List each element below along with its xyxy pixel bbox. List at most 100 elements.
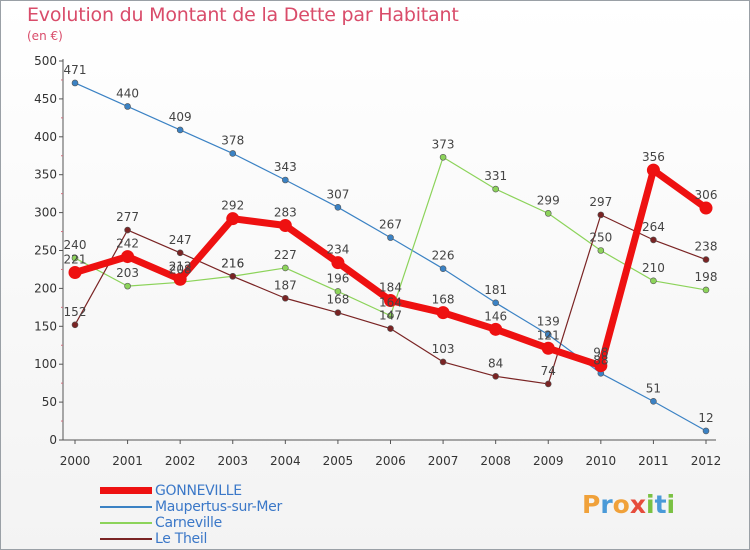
data-point-maupertus-sur-mer [702,427,710,435]
data-label-maupertus-sur-mer: 471 [64,63,87,77]
data-point-gonneville [699,201,713,215]
legend-label: Le Theil [155,531,208,547]
data-label-gonneville: 242 [116,237,139,251]
data-point-maupertus-sur-mer [176,126,184,134]
data-point-carneville [387,312,394,319]
data-label-gonneville: 221 [64,252,87,266]
legend-swatch [100,487,152,494]
brand-logo-letter: i [666,490,676,519]
y-tick-label: 350 [34,168,57,182]
data-point-maupertus-sur-mer [387,234,394,241]
data-point-gonneville [173,272,187,286]
data-point-maupertus-sur-mer [282,176,289,184]
data-label-le-theil: 84 [488,356,503,370]
x-tick-label: 2001 [112,454,143,468]
data-label-maupertus-sur-mer: 409 [169,110,192,124]
data-point-gonneville [594,359,608,373]
x-tick-label: 2007 [428,454,459,468]
brand-logo-letter: r [600,490,613,519]
data-label-le-theil: 103 [432,342,455,356]
data-label-maupertus-sur-mer: 51 [646,381,661,395]
data-point-le-theil [387,325,394,332]
x-tick-label: 2006 [375,454,406,468]
data-point-le-theil [176,249,184,257]
data-point-carneville [71,254,79,262]
data-point-carneville [334,288,342,295]
data-point-carneville [282,264,289,272]
data-label-maupertus-sur-mer: 12 [698,411,713,425]
data-label-le-theil: 247 [169,233,192,247]
data-label-carneville: 164 [379,296,402,310]
data-label-maupertus-sur-mer: 88 [593,353,608,367]
data-point-maupertus-sur-mer [71,79,79,87]
data-label-gonneville: 98 [593,346,608,360]
y-tick-label: 50 [42,395,57,409]
data-point-gonneville [331,256,345,270]
brand-logo-letter: t [654,490,667,519]
data-point-gonneville [436,306,450,320]
data-point-gonneville [278,218,292,232]
data-label-gonneville: 168 [432,293,455,307]
x-tick-label: 2009 [533,454,564,468]
x-tick-label: 2012 [691,454,722,468]
brand-logo-letter: P [582,490,601,519]
y-tick-label: 150 [34,319,57,333]
legend-swatch [100,506,152,508]
data-label-maupertus-sur-mer: 343 [274,160,297,174]
x-tick-label: 2000 [60,454,91,468]
data-label-carneville: 203 [116,266,139,280]
brand-logo-letter: i [646,490,655,519]
brand-logo: Proxiti [582,490,675,519]
x-tick-label: 2005 [323,454,354,468]
data-label-carneville: 373 [432,137,455,151]
data-point-carneville [544,210,552,217]
data-point-le-theil [597,211,605,219]
chart-axes: 0 50 100 150 200 250 300 350 400 450 500 2000 2001 20… [34,54,721,468]
data-label-le-theil: 147 [379,309,402,323]
data-label-carneville: 250 [589,231,612,245]
data-point-le-theil [702,256,710,263]
data-label-maupertus-sur-mer: 440 [116,86,139,100]
data-label-maupertus-sur-mer: 267 [379,218,402,232]
data-label-le-theil: 187 [274,278,297,292]
data-point-carneville [702,286,710,294]
series-layer [68,79,713,435]
data-label-gonneville: 292 [221,199,244,213]
x-tick-label: 2010 [586,454,617,468]
data-label-le-theil: 277 [116,210,139,224]
x-tick-label: 2002 [165,454,196,468]
y-tick-label: 400 [34,130,57,144]
data-label-carneville: 198 [695,270,718,284]
x-tick-label: 2004 [270,454,301,468]
data-label-maupertus-sur-mer: 378 [221,133,244,147]
data-label-maupertus-sur-mer: 181 [484,283,507,297]
x-tick-label: 2011 [638,454,669,468]
x-tick-label: 2008 [480,454,511,468]
data-point-carneville [492,185,499,193]
y-tick-label: 450 [34,92,57,106]
data-label-maupertus-sur-mer: 226 [432,249,455,263]
data-point-le-theil [282,294,289,302]
data-point-carneville [650,277,657,285]
data-point-maupertus-sur-mer [124,103,131,110]
data-label-carneville: 208 [169,262,192,276]
y-tick-label: 500 [34,54,57,68]
data-point-maupertus-sur-mer [229,150,237,157]
data-label-carneville: 227 [274,248,297,262]
data-label-le-theil: 216 [221,256,244,270]
y-tick-label: 300 [34,206,57,220]
data-labels-layer: 4714404093783433072672261811398851122402… [64,63,718,425]
data-label-carneville: 299 [537,193,560,207]
data-point-le-theil [544,380,552,388]
y-tick-label: 250 [34,244,57,258]
data-point-carneville [124,282,131,290]
legend-label: Carneville [155,515,222,531]
data-label-gonneville: 121 [537,328,560,342]
data-label-gonneville: 306 [695,188,718,202]
data-label-gonneville: 283 [274,205,297,219]
data-label-carneville: 331 [484,169,507,183]
data-point-le-theil [229,272,237,280]
chart-subtitle: (en €) [27,29,63,43]
data-label-le-theil: 238 [695,240,718,254]
chart-title: Evolution du Montant de la Dette par Hab… [27,4,459,26]
